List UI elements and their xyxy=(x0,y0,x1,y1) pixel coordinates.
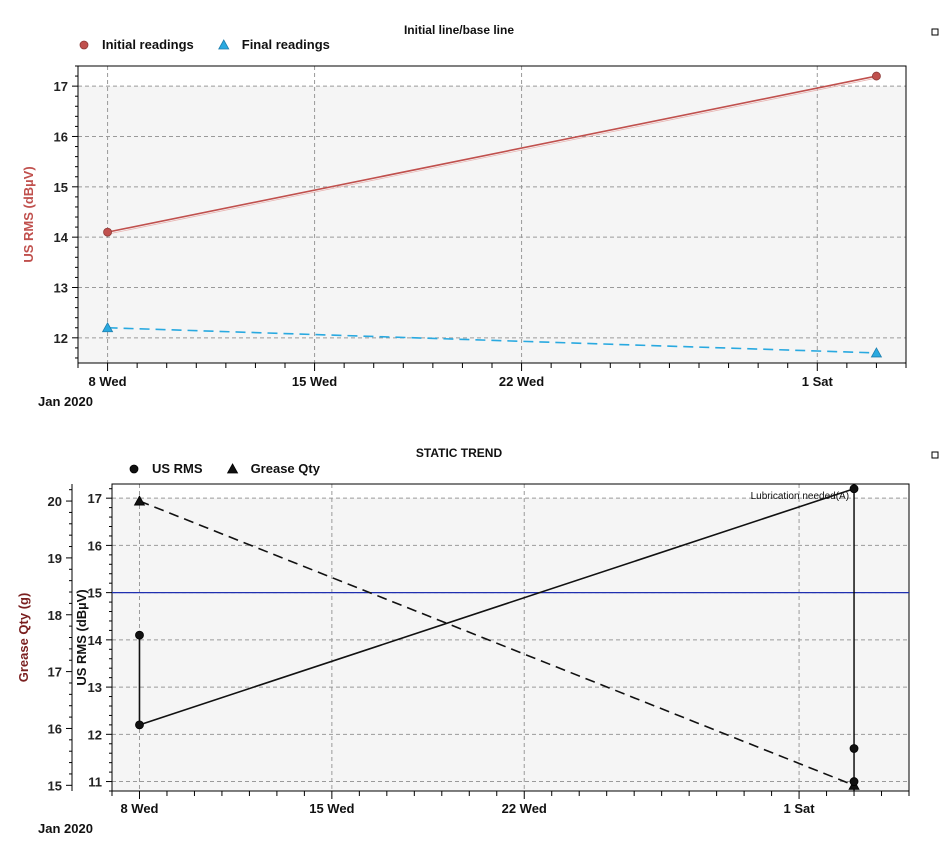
x-tick-label: 15 Wed xyxy=(292,374,337,389)
plot-area xyxy=(112,484,909,791)
y-tick-label: 14 xyxy=(54,230,69,245)
x-tick-label: 1 Sat xyxy=(784,801,816,816)
y-tick-label: 14 xyxy=(88,633,103,648)
corner-mark-icon xyxy=(931,451,939,459)
series-grease-qty xyxy=(133,495,860,790)
series-us-rms xyxy=(135,484,859,730)
legend-marker xyxy=(79,40,89,50)
y2-tick-label: 16 xyxy=(48,721,62,736)
y2-tick-label: 15 xyxy=(48,778,62,793)
x-axis-sublabel: Jan 2020 xyxy=(38,821,93,836)
y2-tick-label: 20 xyxy=(48,494,62,509)
y2-tick-label: 19 xyxy=(48,551,62,566)
plot-top-band xyxy=(78,66,906,87)
chart-2: 8 Wed 15 Wed 22 Wed 1 Sat Jan 2020 11 12 13 14 15… xyxy=(16,446,939,836)
plot-frame xyxy=(111,483,910,792)
legend-item: Initial readings xyxy=(79,37,194,52)
y-tick-label: 16 xyxy=(88,538,102,553)
corner-mark-icon xyxy=(931,28,939,36)
data-point xyxy=(133,495,146,506)
series-line xyxy=(107,75,877,233)
plot-top-band xyxy=(112,484,909,499)
legend-label: US RMS xyxy=(152,461,203,476)
series-extra xyxy=(849,744,859,786)
y-tick-label: 15 xyxy=(88,586,102,601)
x-tick-label: 1 Sat xyxy=(802,374,834,389)
data-point xyxy=(870,347,883,358)
x-tick-label: 8 Wed xyxy=(89,374,127,389)
legend-label: Grease Qty xyxy=(251,461,321,476)
y-tick-label: 15 xyxy=(54,180,68,195)
data-point xyxy=(849,777,859,786)
legend-item: Final readings xyxy=(218,37,330,52)
y-tick-label: 13 xyxy=(88,680,102,695)
data-point xyxy=(849,484,859,494)
series-line xyxy=(139,500,855,787)
y-tick-label: 11 xyxy=(88,775,102,790)
series-line-shadow xyxy=(107,77,877,235)
legend-marker xyxy=(129,464,139,474)
legend-label: Initial readings xyxy=(102,37,194,52)
legend-marker xyxy=(226,463,239,474)
y-axis-title: US RMS (dBµV) xyxy=(21,166,36,262)
x-tick-label: 15 Wed xyxy=(309,801,354,816)
y-tick-label: 12 xyxy=(88,727,102,742)
data-point xyxy=(849,744,859,753)
event-marker-label: Lubrication needed(A) xyxy=(751,491,849,502)
chart-title: STATIC TREND xyxy=(416,446,503,460)
chart-1: 8 Wed 15 Wed 22 Wed 1 Sat Jan 2020 12 13 14 15 16… xyxy=(21,23,939,409)
chart-title: Initial line/base line xyxy=(404,23,514,37)
x-axis-sublabel: Jan 2020 xyxy=(38,394,93,409)
data-point xyxy=(872,71,881,81)
legend-marker xyxy=(218,39,230,50)
series-final-readings xyxy=(101,321,883,358)
y-axis-title: US RMS (dBµV) xyxy=(74,589,89,685)
data-point xyxy=(135,630,144,640)
y-tick-label: 16 xyxy=(54,129,68,144)
y-tick-label: 12 xyxy=(54,331,68,346)
y-tick-label: 17 xyxy=(88,491,102,506)
legend-item: US RMS xyxy=(129,461,203,476)
y2-axis-title: Grease Qty (g) xyxy=(16,593,31,683)
legend-item: Grease Qty xyxy=(226,461,321,476)
plot-area xyxy=(78,66,906,363)
legend-label: Final readings xyxy=(242,37,330,52)
series-line xyxy=(107,326,877,354)
data-point xyxy=(103,227,112,237)
x-tick-label: 22 Wed xyxy=(502,801,547,816)
y-tick-label: 17 xyxy=(54,79,68,94)
y2-tick-label: 18 xyxy=(48,608,62,623)
data-point xyxy=(101,321,114,333)
y-tick-label: 13 xyxy=(54,280,68,295)
x-tick-label: 22 Wed xyxy=(499,374,544,389)
y2-tick-label: 17 xyxy=(48,665,62,680)
data-point xyxy=(135,720,144,730)
x-tick-label: 8 Wed xyxy=(120,801,158,816)
series-initial-readings xyxy=(103,71,881,237)
